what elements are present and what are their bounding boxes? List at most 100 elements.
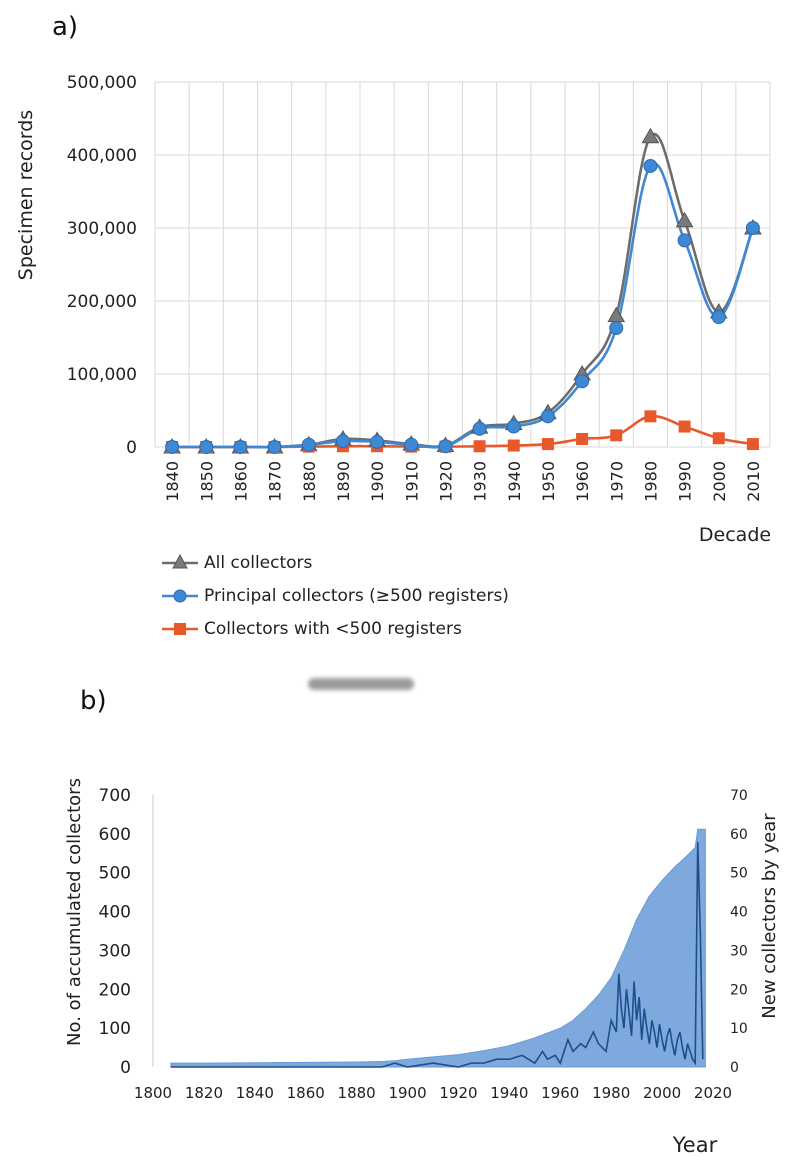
panel-a-y-tick-labels: 500,000 400,000 300,000 200,000 100,000 0 [67,73,137,458]
blurred-mark [308,678,414,690]
legend-label: Principal collectors (≥500 registers) [204,585,509,606]
panel-a-x-tick-label: 1920 [436,461,455,502]
panel-a-triangle-point [641,127,660,144]
panel-b-x-tick-label: 1900 [388,1084,426,1102]
circle-marker-icon [162,589,198,602]
panel-a-circle-point [677,233,692,248]
panel-b-x-tick-labels: 1800 1820 1840 1860 1880 1900 1920 1940 1960 1980… [134,1084,732,1102]
panel-a-circle-point [540,409,555,424]
triangle-marker-icon [162,553,198,568]
panel-a-square-point [644,410,657,423]
panel-a-x-tick-label: 1960 [573,461,592,502]
panel-a-square-point [678,420,691,433]
legend-item-minor-collectors: Collectors with <500 registers [160,612,509,645]
panel-a-square-point [712,432,725,445]
panel-b-y-tick-label: 200 [99,980,131,1000]
panel-a-circle-point [267,440,282,454]
panel-a-x-tick-labels: 1840 1850 1860 1870 1880 1890 1900 1910 1920 1930… [163,461,763,502]
panel-b-y-tick-label: 400 [99,903,131,923]
panel-a-x-tick-label: 1910 [402,461,421,502]
panel-b-y-tick-label: 100 [99,1019,131,1039]
panel-b-left-y-tick-labels: 700 600 500 400 300 200 100 0 [99,786,154,1078]
panel-b-x-tick-label: 1860 [287,1084,325,1102]
panel-a-x-tick-label: 1870 [266,461,285,502]
panel-a-circle-point [711,310,726,325]
panel-a-x-tick-label: 1900 [368,461,387,502]
panel-b-x-tick-label: 1960 [541,1084,579,1102]
panel-a-x-tick-label: 1850 [197,461,216,502]
panel-b-right-y-tick-label: 60 [730,827,748,843]
panel-a-circle-point [370,434,385,449]
panel-b-right-y-tick-label: 30 [730,943,748,959]
panel-b-right-y-tick-label: 70 [730,788,748,804]
panel-b-right-y-tick-label: 40 [730,905,748,921]
panel-b-y-tick-label: 300 [99,941,131,961]
panel-b-x-tick-label: 1820 [185,1084,223,1102]
panel-a-circle-point [438,439,453,454]
panel-a-square-point [541,438,554,451]
panel-b-x-tick-label: 1840 [236,1084,274,1102]
panel-a-square-point [576,432,589,445]
panel-a-x-tick-label: 2010 [744,461,763,502]
panel-a-gridlines [154,81,771,448]
panel-a-x-tick-label: 1990 [676,461,695,502]
panel-b-right-y-tick-label: 0 [730,1060,739,1076]
panel-a-circle-point [233,440,248,454]
panel-a-circle-point [404,437,419,452]
panel-a-circle-point [745,221,760,235]
panel-b-letter: b) [80,686,107,716]
panel-a-circle-point [643,158,658,173]
panel-a-circle-point [199,440,214,454]
panel-a-circle-point [301,437,316,452]
panel-b-right-y-tick-labels: 70 60 50 40 30 20 10 0 [730,788,748,1076]
panel-a-x-tick-label: 1860 [231,461,250,502]
panel-a-triangle-point [675,211,694,228]
panel-a-square-point [507,439,520,452]
panel-b-x-tick-label: 1920 [439,1084,477,1102]
panel-b-x-tick-label: 1880 [338,1084,376,1102]
panel-a-y-tick-label: 100,000 [67,365,137,385]
panel-a-x-axis-label: Decade [699,524,771,545]
panel-b-y-tick-label: 700 [99,786,131,806]
panel-b-x-tick-label: 2000 [643,1084,681,1102]
panel-b-y-tick-label: 0 [120,1058,131,1078]
panel-a-series-markers [163,127,762,454]
panel-b-new-collectors-line [170,841,704,1068]
panel-a-x-tick-label: 1880 [300,461,319,502]
panel-a-square-point [473,440,486,453]
panel-b-x-tick-label: 1980 [592,1084,630,1102]
panel-b-accumulated-area [170,828,706,1068]
panel-a-y-axis-label: Specimen records [15,110,37,280]
panel-a-y-tick-label: 500,000 [67,73,137,93]
panel-a-y-tick-label: 400,000 [67,146,137,166]
panel-a-letter: a) [52,12,79,42]
panel-a-x-tick-label: 1980 [641,461,660,502]
panel-a-y-tick-label: 0 [126,438,137,458]
panel-a-x-tick-label: 1890 [334,461,353,502]
panel-a-x-tick-label: 1930 [471,461,490,502]
panel-b-x-tick-label: 2020 [694,1084,732,1102]
panel-b-right-y-axis-label: New collectors by year [759,813,780,1019]
panel-b-left-y-axis-label: No. of accumulated collectors [64,778,85,1046]
panel-b-x-tick-label: 1800 [134,1084,172,1102]
panel-b-right-y-tick-label: 10 [730,1021,748,1037]
panel-a-circle-point [609,321,624,336]
panel-b-y-tick-label: 500 [99,864,131,884]
panel-b-x-tick-label: 1940 [490,1084,528,1102]
panel-a-square-point [746,438,759,451]
panel-a-circle-point [575,374,590,389]
panel-a-circle-point [506,419,521,434]
panel-a-circle-point [472,421,487,436]
panel-a-x-tick-label: 1840 [163,461,182,502]
panel-b-y-tick-label: 600 [99,825,131,845]
panel-a-x-tick-label: 1970 [607,461,626,502]
legend-label: Collectors with <500 registers [204,618,462,639]
panel-b-right-y-tick-label: 20 [730,982,748,998]
legend-item-all-collectors: All collectors [160,546,509,579]
panel-b-line-path [170,841,704,1068]
legend-item-principal-collectors: Principal collectors (≥500 registers) [160,579,509,612]
panel-a-x-tick-label: 2000 [710,461,729,502]
square-marker-icon [162,622,198,635]
panel-a-x-tick-label: 1940 [505,461,524,502]
panel-a-y-tick-label: 300,000 [67,219,137,239]
